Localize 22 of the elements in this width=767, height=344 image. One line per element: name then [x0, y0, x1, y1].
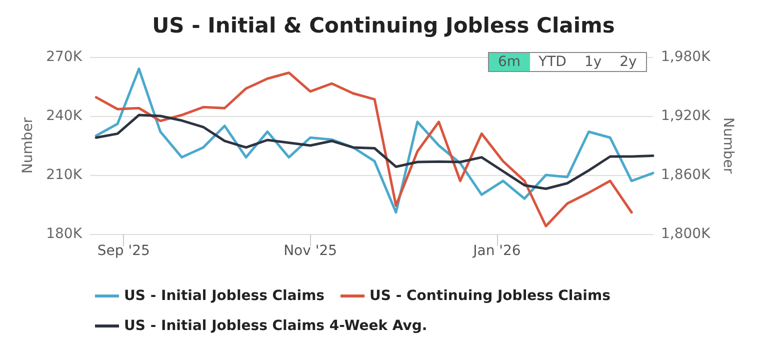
y-tick-label: 180K	[46, 226, 83, 242]
y2-tick-label: 1,800K	[661, 226, 712, 242]
y2-tick-label: 1,920K	[661, 108, 712, 124]
x-tick-label: Jan '26	[472, 243, 521, 259]
annotation: 1y	[575, 53, 611, 71]
annotation: 2y	[610, 53, 646, 71]
legend-label: US - Initial Jobless Claims	[124, 288, 325, 304]
y2-tick-label: 1,980K	[661, 49, 712, 65]
y2-axis-title: Number	[720, 117, 736, 174]
legend-label: US - Initial Jobless Claims 4-Week Avg.	[124, 318, 428, 334]
y-tick-label: 270K	[46, 49, 83, 65]
line-series	[94, 114, 654, 190]
y-axis-title: Number	[20, 117, 36, 174]
legend-label: US - Continuing Jobless Claims	[370, 288, 610, 304]
x-tick-label: Nov '25	[284, 243, 338, 259]
y-tick-label: 210K	[46, 167, 83, 183]
y-tick-label: 240K	[46, 108, 83, 124]
x-tick-label: Sep '25	[97, 243, 150, 259]
chart-title: US - Initial & Continuing Jobless Claims	[152, 14, 615, 38]
annotation: YTD	[530, 53, 576, 71]
y2-tick-label: 1,860K	[661, 167, 712, 183]
annotation: 6m	[489, 53, 530, 71]
